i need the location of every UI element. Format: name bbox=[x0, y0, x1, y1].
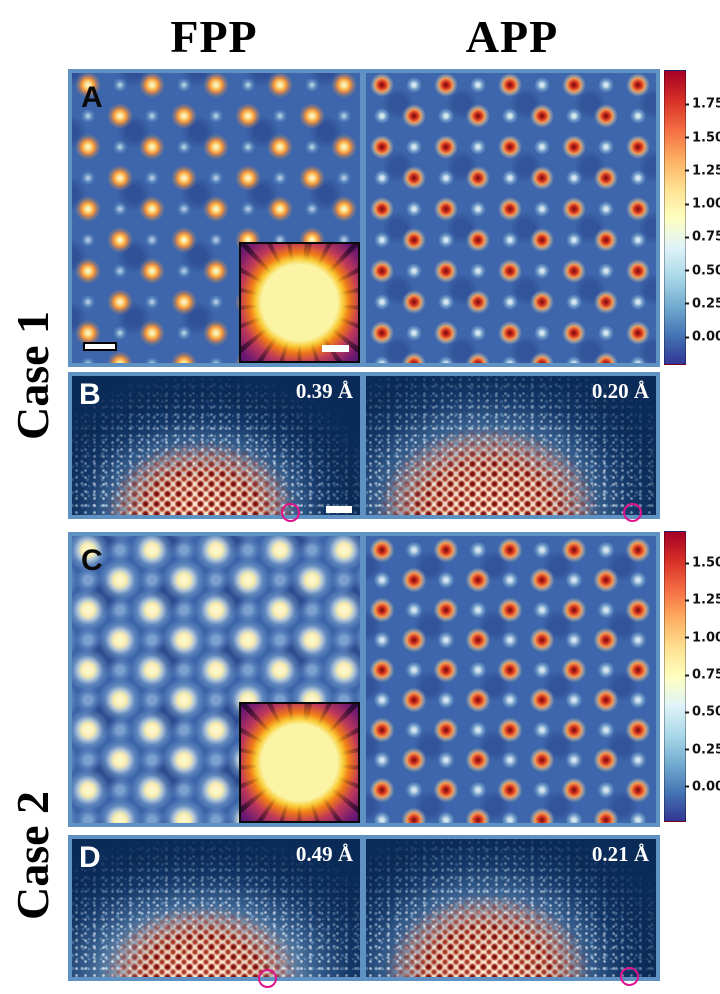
colorbar-case1: 1.75 1.50 1.25 1.00 0.75 0.50 0.25 0.00 bbox=[664, 70, 720, 365]
panel-divider bbox=[360, 536, 366, 823]
colorbar-tick: 1.00 bbox=[685, 197, 720, 212]
row-label-case-2-text: Case 2 bbox=[7, 790, 59, 920]
panel-b-letter: B bbox=[79, 378, 101, 411]
panel-b-app-fft: 0.20 Å bbox=[366, 376, 656, 515]
colorbar-tick-mark bbox=[685, 674, 689, 677]
colorbar-tick: 1.00 bbox=[685, 630, 720, 645]
colorbar-tick-label: 0.75 bbox=[692, 667, 720, 683]
fft-scale-bar bbox=[326, 506, 352, 513]
column-header-app: APP bbox=[465, 10, 559, 62]
panel-divider bbox=[360, 839, 366, 977]
resolution-label-d-fpp: 0.49 Å bbox=[295, 842, 353, 866]
colorbar-tick: 1.25 bbox=[685, 593, 720, 608]
colorbar-tick-label: 0.50 bbox=[692, 263, 720, 279]
fft-bragg-dots bbox=[366, 839, 656, 977]
colorbar-tick-mark bbox=[685, 136, 689, 139]
colorbar-tick-label: 1.25 bbox=[692, 592, 720, 608]
panel-divider bbox=[360, 73, 366, 363]
colorbar-tick-mark bbox=[685, 203, 689, 206]
colorbar-tick: 0.00 bbox=[685, 330, 720, 345]
colorbar-tick-mark bbox=[685, 562, 689, 565]
fft-bragg-dots bbox=[72, 376, 360, 515]
resolution-circle-marker bbox=[258, 969, 277, 988]
colorbar-tick-label: 0.50 bbox=[692, 704, 720, 720]
panel-a: A bbox=[68, 69, 660, 367]
colorbar-tick-label: 0.75 bbox=[692, 229, 720, 245]
colorbar-tick-mark bbox=[685, 711, 689, 714]
fft-bragg-dots bbox=[72, 839, 360, 977]
panel-d-letter: D bbox=[79, 841, 101, 874]
colorbar-tick-mark bbox=[685, 599, 689, 602]
colorbar-tick: 1.25 bbox=[685, 163, 720, 178]
row-label-case-1-text: Case 1 bbox=[7, 310, 59, 440]
scale-bar bbox=[83, 342, 117, 351]
resolution-label-d-app: 0.21 Å bbox=[591, 842, 649, 866]
colorbar-tick-mark bbox=[685, 269, 689, 272]
colorbar-tick-label: 1.00 bbox=[692, 196, 720, 212]
panel-c-app-image bbox=[366, 536, 656, 823]
colorbar-tick: 0.25 bbox=[685, 742, 720, 757]
colorbar-tick: 1.75 bbox=[685, 97, 720, 112]
panel-c-fpp-image: C bbox=[72, 536, 360, 823]
panel-d: D 0.49 Å 0.21 Å bbox=[68, 835, 660, 981]
colorbar-case2: 1.50 1.25 1.00 0.75 0.50 0.25 0.00 bbox=[664, 531, 720, 822]
colorbar-tick-mark bbox=[685, 169, 689, 172]
colorbar-tick-label: 1.50 bbox=[692, 555, 720, 571]
colorbar-tick: 0.00 bbox=[685, 779, 720, 794]
resolution-circle-marker bbox=[620, 967, 639, 986]
colorbar-tick-label: 0.25 bbox=[692, 296, 720, 312]
colorbar-tick-mark bbox=[685, 302, 689, 305]
colorbar-tick: 1.50 bbox=[685, 130, 720, 145]
panel-d-app-fft: 0.21 Å bbox=[366, 839, 656, 977]
row-label-case-2: Case 2 bbox=[0, 735, 66, 975]
colorbar-tick-mark bbox=[685, 748, 689, 751]
resolution-circle-marker bbox=[281, 503, 300, 522]
colorbar-tick-label: 0.00 bbox=[692, 329, 720, 345]
panel-b: B 0.39 Å 0.20 Å bbox=[68, 372, 660, 519]
colorbar-tick-mark bbox=[685, 636, 689, 639]
panel-divider bbox=[360, 376, 366, 515]
panel-d-fpp-fft: D 0.49 Å bbox=[72, 839, 360, 977]
inset-scale-bar bbox=[322, 345, 349, 352]
colorbar-tick-label: 0.25 bbox=[692, 742, 720, 758]
colorbar-tick: 0.25 bbox=[685, 296, 720, 311]
colorbar-tick: 0.50 bbox=[685, 705, 720, 720]
colorbar-tick-mark bbox=[685, 785, 689, 788]
probe-inset-case2 bbox=[239, 702, 360, 823]
probe-inset-case1 bbox=[239, 242, 360, 363]
panel-c: C bbox=[68, 532, 660, 827]
resolution-label-b-fpp: 0.39 Å bbox=[295, 379, 353, 403]
probe-inset-streaks bbox=[241, 244, 358, 361]
colorbar-tick-mark bbox=[685, 236, 689, 239]
colorbar-tick-label: 1.25 bbox=[692, 163, 720, 179]
resolution-circle-marker bbox=[623, 503, 642, 522]
colorbar-tick-label: 1.50 bbox=[692, 130, 720, 145]
panel-a-letter: A bbox=[81, 81, 103, 114]
panel-a-fpp-image: A bbox=[72, 73, 360, 363]
colorbar-tick-mark bbox=[685, 103, 689, 106]
resolution-label-b-app: 0.20 Å bbox=[591, 379, 649, 403]
probe-inset-streaks bbox=[241, 704, 358, 821]
panel-b-fpp-fft: B 0.39 Å bbox=[72, 376, 360, 515]
fft-bragg-dots bbox=[366, 376, 656, 515]
row-label-case-1: Case 1 bbox=[0, 255, 66, 495]
panel-a-app-image bbox=[366, 73, 656, 363]
colorbar-tick: 0.75 bbox=[685, 230, 720, 245]
colorbar-tick-mark bbox=[685, 336, 689, 339]
column-header-fpp: FPP bbox=[170, 10, 258, 62]
panel-c-letter: C bbox=[81, 544, 103, 577]
colorbar-tick: 0.75 bbox=[685, 668, 720, 683]
colorbar-tick-label: 1.75 bbox=[692, 96, 720, 112]
colorbar-tick-label: 1.00 bbox=[692, 630, 720, 646]
colorbar-tick-label: 0.00 bbox=[692, 779, 720, 795]
colorbar-tick: 1.50 bbox=[685, 556, 720, 571]
colorbar-tick: 0.50 bbox=[685, 263, 720, 278]
